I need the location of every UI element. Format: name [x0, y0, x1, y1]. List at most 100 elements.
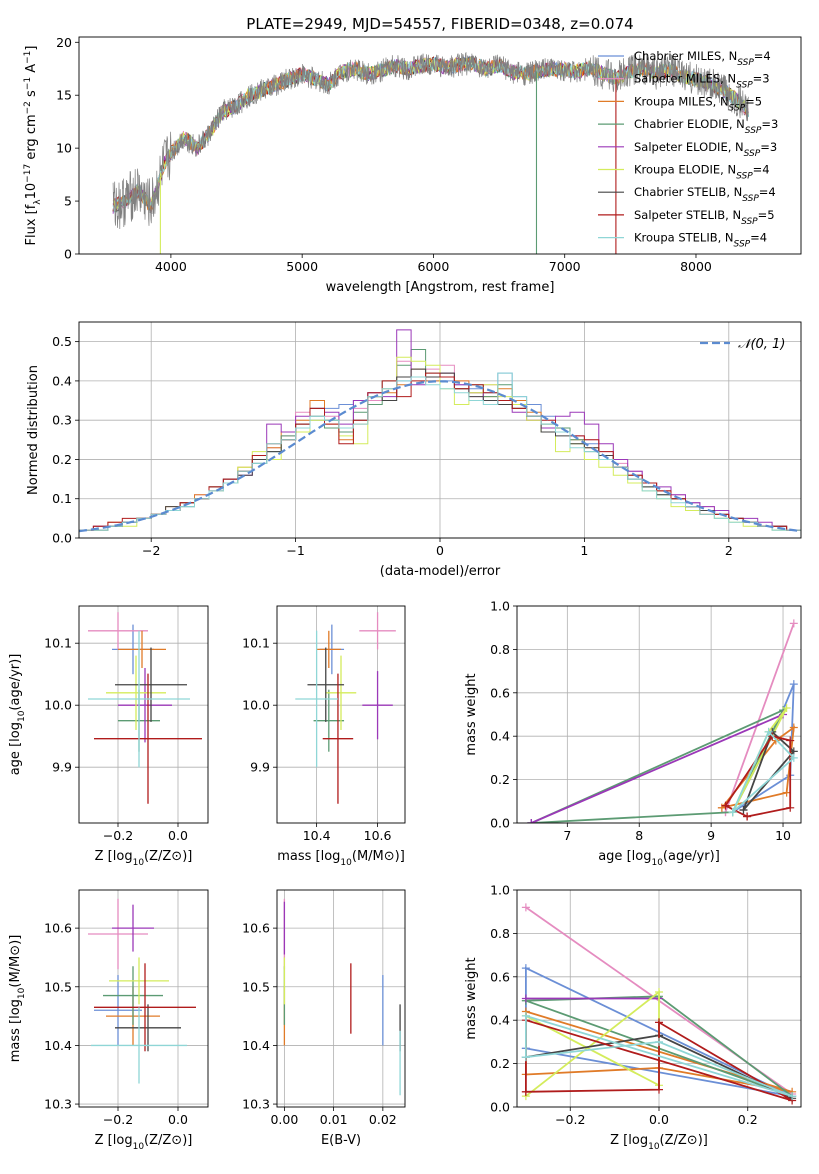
spectrum-ytick-label: 20: [56, 35, 72, 50]
age_vs_mass-panel: 10.4 10.6 9.9 10.0 10.1 mass [log10(M/M⊙)]: [242, 605, 406, 868]
weight_vs_Z-ylabel: mass weight: [464, 957, 479, 1039]
mass_vs_Z-point-chabrier-miles: [94, 975, 142, 1046]
weight_vs_age-marker: [786, 803, 795, 812]
mass_vs_Z-point-kroupa-elodie: [109, 957, 169, 1005]
mass_vs_ebv-xtick-label: 0.02: [369, 1112, 397, 1127]
weight_vs_age-marker: [721, 801, 730, 810]
spectrum-ylabel: Flux [fλ10−17 erg cm−2 s−1 A−1]: [23, 46, 43, 246]
mass_vs_ebv-ytick-label: 10.3: [242, 1097, 270, 1112]
residuals-ytick-label: 0.1: [52, 491, 72, 506]
weight_vs_age-marker: [789, 680, 798, 689]
residuals-xlabel: (data-model)/error: [380, 564, 501, 579]
age_vs_Z-point-salpeter-elodie: [118, 668, 172, 743]
age_vs_mass-xlabel: mass [log10(M/M⊙)]: [277, 849, 405, 868]
age_vs_mass-point-chabrier-elodie: [313, 689, 345, 752]
age_vs_mass-point-kroupa-elodie: [325, 655, 357, 730]
weight_vs_Z-marker: [521, 994, 530, 1003]
residuals-ylabel: Normed distribution: [26, 365, 41, 495]
weight_vs_Z-ytick-label: 0.2: [490, 1056, 510, 1071]
age_vs_Z-ylabel: age [log10(age/yr)]: [8, 654, 27, 776]
legend-entry: Kroupa MILES, NSSP=5: [634, 94, 762, 113]
spectrum-data-line: [112, 51, 749, 230]
weight_vs_Z-marker: [655, 1018, 663, 1027]
weight_vs_age-marker: [782, 703, 791, 712]
weight_vs_Z-panel: −0.2 0.0 0.2 0.0 0.2 0.4 0.6 0.8 1.0 Z [log10(Z/Z…: [464, 883, 802, 1152]
age_vs_Z-ytick-label: 10.1: [44, 636, 72, 651]
spectrum-xtick-label: 7000: [549, 259, 581, 274]
weight_vs_Z-marker: [521, 1087, 530, 1096]
mass_vs_ebv-panel: 0.00 0.01 0.02 10.3 10.4 10.5 10.6 E(B-V): [242, 889, 406, 1148]
residuals-xtick-label: −2: [142, 543, 160, 558]
weight_vs_Z-xtick-label: 0.0: [649, 1112, 669, 1127]
legend-entry: Salpeter MILES, NSSP=3: [634, 72, 770, 91]
age_vs_Z-xtick-label: −0.2: [103, 828, 133, 843]
age_vs_Z-point-kroupa-stelib: [88, 630, 190, 768]
mass_vs_ebv-xlabel: E(B-V): [321, 1133, 361, 1148]
mass_vs_ebv-ytick-label: 10.5: [242, 979, 270, 994]
weight_vs_Z-marker: [521, 964, 530, 973]
weight_vs_Z-xtick-label: −0.2: [555, 1112, 585, 1127]
weight_vs_Z-marker: [655, 1085, 663, 1094]
mass_vs_ebv-plot-area: [283, 898, 401, 1096]
mass_vs_ebv-ytick-label: 10.4: [242, 1038, 270, 1053]
age_vs_Z-ytick-label: 9.9: [52, 760, 72, 775]
residuals-xtick-label: 0: [436, 543, 444, 558]
residuals-ytick-label: 0.0: [52, 531, 72, 546]
spectrum-legend: Chabrier MILES, NSSP=4 Salpeter MILES, NS…: [598, 49, 778, 250]
age_vs_mass-point-kroupa-stelib: [295, 630, 338, 768]
mass_vs_ebv-xtick-label: 0.01: [320, 1112, 348, 1127]
mass_vs_Z-point-chabrier-elodie: [103, 966, 163, 1025]
age_vs_mass-ytick-label: 10.0: [242, 698, 270, 713]
residuals-xtick-label: −1: [286, 543, 304, 558]
weight_vs_age-ytick-label: 0.2: [490, 772, 510, 787]
mass_vs_ebv-xtick-label: 0.00: [270, 1112, 298, 1127]
legend-entry: Chabrier MILES, NSSP=4: [634, 49, 771, 68]
spectrum-ytick-label: 10: [56, 141, 72, 156]
mass_vs_Z-ytick-label: 10.6: [44, 921, 72, 936]
weight_vs_age-ytick-label: 0.8: [490, 642, 510, 657]
age_vs_Z-ytick-label: 10.0: [44, 698, 72, 713]
mass_vs_Z-xtick-label: 0.0: [168, 1112, 188, 1127]
weight_vs_Z-plot-area: [521, 903, 797, 1105]
weight_vs_age-marker: [782, 788, 791, 797]
age_vs_Z-point-salpeter-stelib: [94, 673, 202, 804]
legend-entry: Chabrier STELIB, NSSP=4: [634, 185, 776, 204]
weight_vs_Z-ytick-label: 0.0: [490, 1100, 510, 1115]
weight_vs_age-ytick-label: 1.0: [490, 599, 510, 614]
normal-legend-label: 𝒩(0, 1): [738, 337, 785, 352]
residuals-plot-area: [79, 329, 801, 538]
residuals-ytick-label: 0.3: [52, 413, 72, 428]
residuals-xtick-label: 1: [580, 543, 588, 558]
spectrum-panel: 4000 5000 6000 7000 8000 0 5 10 15 20 wavelength […: [23, 35, 802, 295]
age_vs_mass-xtick-label: 10.6: [364, 828, 392, 843]
weight_vs_age-marker: [789, 753, 798, 762]
mass_vs_Z-plot-area: [88, 898, 196, 1084]
mass_vs_Z-panel: −0.2 0.0 10.3 10.4 10.5 10.6 Z [log10(Z/Z⊙)] ma…: [8, 889, 209, 1152]
age_vs_mass-point-salpeter-elodie: [362, 671, 393, 740]
spectrum-xtick-label: 4000: [155, 259, 187, 274]
weight_vs_Z-marker: [655, 987, 663, 996]
spectrum-xtick-label: 8000: [680, 259, 712, 274]
mass_vs_Z-xtick-label: −0.2: [103, 1112, 133, 1127]
age_vs_mass-xtick-label: 10.4: [303, 828, 331, 843]
weight_vs_Z-ytick-label: 0.8: [490, 926, 510, 941]
mass_vs_ebv-ytick-label: 10.6: [242, 921, 270, 936]
spectrum-ytick-label: 5: [64, 194, 72, 209]
mass_vs_Z-point-salpeter-stelib: [94, 963, 196, 1052]
age_vs_Z-xlabel: Z [log10(Z/Z⊙)]: [95, 849, 193, 868]
weight_vs_age-marker: [764, 727, 773, 736]
weight_vs_Z-marker: [521, 1011, 530, 1020]
weight_vs_age-ytick-label: 0.6: [490, 685, 510, 700]
weight_vs_Z-marker: [521, 903, 530, 912]
weight_vs_Z-marker: [655, 1037, 663, 1046]
age_vs_mass-point-salpeter-stelib: [322, 673, 354, 804]
figure-title: PLATE=2949, MJD=54557, FIBERID=0348, z=0…: [246, 15, 633, 33]
weight_vs_Z-ytick-label: 0.4: [490, 1013, 510, 1028]
age_vs_Z-point-kroupa-elodie: [106, 655, 166, 730]
weight_vs_age-marker: [786, 736, 795, 745]
age_vs_Z-panel: −0.2 0.0 9.9 10.0 10.1 Z [log10(Z/Z⊙)] age [lo…: [8, 605, 209, 868]
age_vs_Z-point-salpeter-miles: [88, 612, 148, 650]
weight_vs_age-plot-area: [527, 619, 798, 823]
age_vs_mass-ytick-label: 9.9: [250, 760, 270, 775]
age_vs_Z-point-chabrier-stelib: [115, 647, 187, 722]
